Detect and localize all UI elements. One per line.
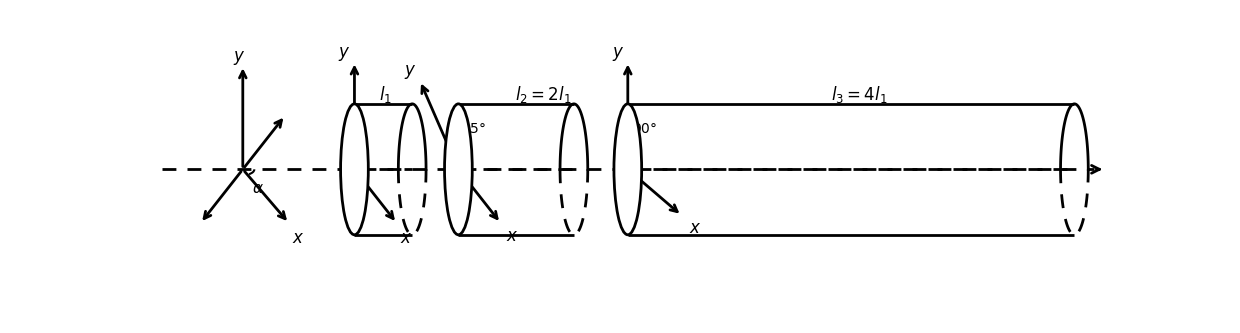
Text: $l_3 = 4l_1$: $l_3 = 4l_1$: [831, 84, 887, 105]
Text: $x$: $x$: [399, 230, 412, 247]
Text: $y$: $y$: [339, 45, 351, 63]
Text: $90°$: $90°$: [632, 122, 657, 136]
Ellipse shape: [614, 104, 641, 235]
Text: $l_1$: $l_1$: [378, 84, 392, 105]
Text: $x$: $x$: [506, 228, 518, 245]
Text: $45°$: $45°$: [461, 122, 486, 136]
Text: $\alpha$: $\alpha$: [252, 181, 264, 195]
Text: $y$: $y$: [611, 45, 624, 63]
Text: $y$: $y$: [233, 49, 246, 67]
Text: $x$: $x$: [689, 220, 702, 237]
Text: $x$: $x$: [293, 230, 305, 247]
Text: $l_2 = 2l_1$: $l_2 = 2l_1$: [515, 84, 572, 105]
Ellipse shape: [341, 104, 368, 235]
Ellipse shape: [444, 104, 472, 235]
Text: $y$: $y$: [404, 63, 417, 81]
